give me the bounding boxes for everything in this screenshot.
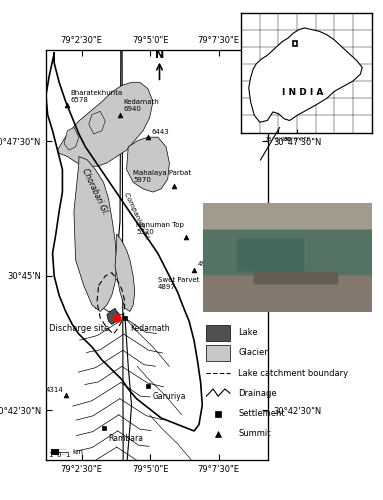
Text: 1: 1 <box>65 452 70 458</box>
Bar <box>293 41 297 46</box>
Text: 4965: 4965 <box>197 262 215 268</box>
Polygon shape <box>57 82 153 166</box>
Polygon shape <box>107 308 118 324</box>
Text: 4314: 4314 <box>46 387 64 393</box>
Text: Bharatekhunta
6578: Bharatekhunta 6578 <box>70 90 123 102</box>
Text: Swet Parvet
4897: Swet Parvet 4897 <box>158 277 199 290</box>
Polygon shape <box>249 28 362 122</box>
Text: Kedarnath
6940: Kedarnath 6940 <box>123 100 159 112</box>
Polygon shape <box>127 137 169 192</box>
Text: Hanuman Top
5320: Hanuman Top 5320 <box>136 222 184 235</box>
Text: Chorabari Gl.: Chorabari Gl. <box>80 168 110 216</box>
Text: Drainage: Drainage <box>238 389 277 398</box>
Polygon shape <box>64 128 79 150</box>
Text: I N D I A: I N D I A <box>282 88 324 97</box>
Bar <box>206 325 230 341</box>
Text: Garuriya: Garuriya <box>153 392 187 400</box>
Text: Chorabari Lake: Chorabari Lake <box>214 298 282 307</box>
Text: Kedarnath: Kedarnath <box>130 324 170 333</box>
Text: Glacier: Glacier <box>238 348 268 357</box>
Polygon shape <box>89 112 105 134</box>
Text: Mahalaya Parbat
5970: Mahalaya Parbat 5970 <box>133 170 191 183</box>
Text: Lake: Lake <box>238 328 258 337</box>
Polygon shape <box>74 156 117 312</box>
Text: 1: 1 <box>49 452 53 458</box>
Text: Companion Gl.: Companion Gl. <box>123 192 151 242</box>
Text: 0: 0 <box>57 452 61 458</box>
Text: 6443: 6443 <box>151 129 169 135</box>
Text: N: N <box>155 50 164 59</box>
Text: Settlement: Settlement <box>238 409 285 418</box>
Text: Lake catchment boundary: Lake catchment boundary <box>238 368 349 378</box>
Polygon shape <box>115 234 135 312</box>
Bar <box>206 346 230 362</box>
Text: Summit: Summit <box>238 430 271 438</box>
Text: Rambara: Rambara <box>108 434 144 442</box>
Text: km: km <box>72 449 83 455</box>
Text: Discharge site: Discharge site <box>49 324 110 333</box>
